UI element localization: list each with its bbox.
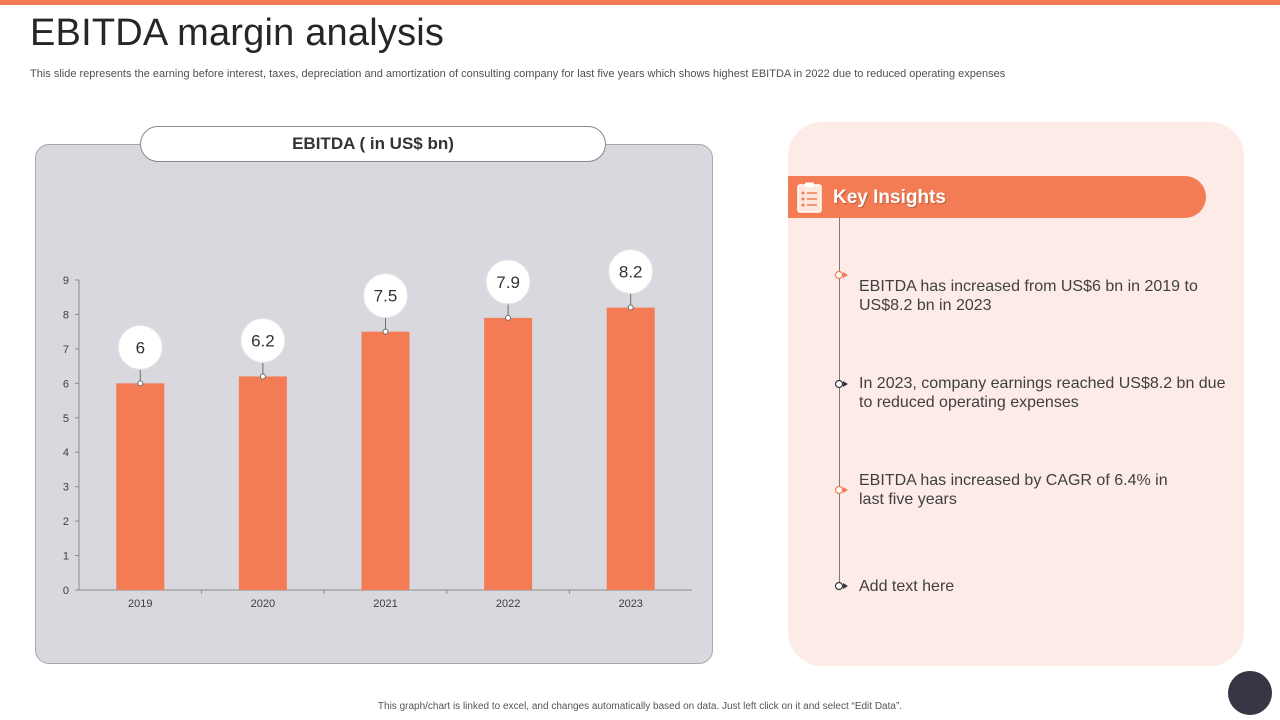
data-label: 7.5 <box>374 287 398 306</box>
y-tick-label: 2 <box>63 516 69 528</box>
bar <box>361 331 410 590</box>
bar <box>484 317 533 590</box>
insights-header-label: Key Insights <box>833 187 946 208</box>
bullet-arrow-icon <box>834 270 848 280</box>
bullet-arrow-icon <box>834 485 848 495</box>
callout-anchor-dot <box>505 314 512 321</box>
x-tick-label: 2020 <box>251 598 275 610</box>
y-tick-label: 5 <box>63 413 69 425</box>
x-tick-label: 2021 <box>373 598 397 610</box>
page-title: EBITDA margin analysis <box>30 12 445 54</box>
insight-item: In 2023, company earnings reached US$8.2… <box>859 375 1226 411</box>
clipboard-checklist-icon <box>797 182 822 213</box>
y-tick-label: 1 <box>63 551 69 563</box>
y-tick-label: 4 <box>63 447 69 459</box>
data-label-bubble <box>608 249 654 295</box>
y-tick-label: 6 <box>63 378 69 390</box>
data-label-bubble <box>240 317 286 363</box>
bullet-arrow-icon <box>834 581 848 591</box>
timeline-line <box>839 218 840 588</box>
bullet-arrow-icon <box>834 379 848 389</box>
callout-anchor-dot <box>259 373 266 380</box>
bar <box>606 307 655 590</box>
footer-note: This graph/chart is linked to excel, and… <box>377 701 903 712</box>
x-tick-label: 2023 <box>618 598 642 610</box>
y-tick-label: 8 <box>63 309 69 321</box>
bar <box>116 383 165 590</box>
data-label: 6 <box>136 338 145 357</box>
slide-subtitle: This slide represents the earning before… <box>30 68 1006 80</box>
top-accent-bar <box>0 0 1280 5</box>
data-label-bubble <box>485 259 531 305</box>
y-tick-label: 9 <box>63 275 69 287</box>
data-label: 7.9 <box>496 273 520 292</box>
data-label: 8.2 <box>619 263 643 282</box>
chart-title: EBITDA ( in US$ bn) <box>140 126 606 162</box>
corner-decoration-circle <box>1228 671 1272 715</box>
data-label-bubble <box>117 324 163 370</box>
data-label: 6.2 <box>251 331 275 350</box>
y-tick-label: 3 <box>63 482 69 494</box>
insight-item: Add text here <box>859 578 955 595</box>
y-tick-label: 0 <box>63 585 69 597</box>
insights-header: Key Insights <box>788 176 1206 218</box>
callout-anchor-dot <box>382 328 389 335</box>
x-tick-label: 2019 <box>128 598 152 610</box>
bar <box>238 376 287 590</box>
data-label-bubble <box>363 273 408 319</box>
insight-item: EBITDA has increased from US$6 bn in 201… <box>859 278 1198 314</box>
callout-anchor-dot <box>137 380 144 387</box>
callout-anchor-dot <box>627 304 634 311</box>
y-tick-label: 7 <box>63 344 69 356</box>
insight-item: EBITDA has increased by CAGR of 6.4% in … <box>859 472 1168 508</box>
x-tick-label: 2022 <box>496 598 520 610</box>
